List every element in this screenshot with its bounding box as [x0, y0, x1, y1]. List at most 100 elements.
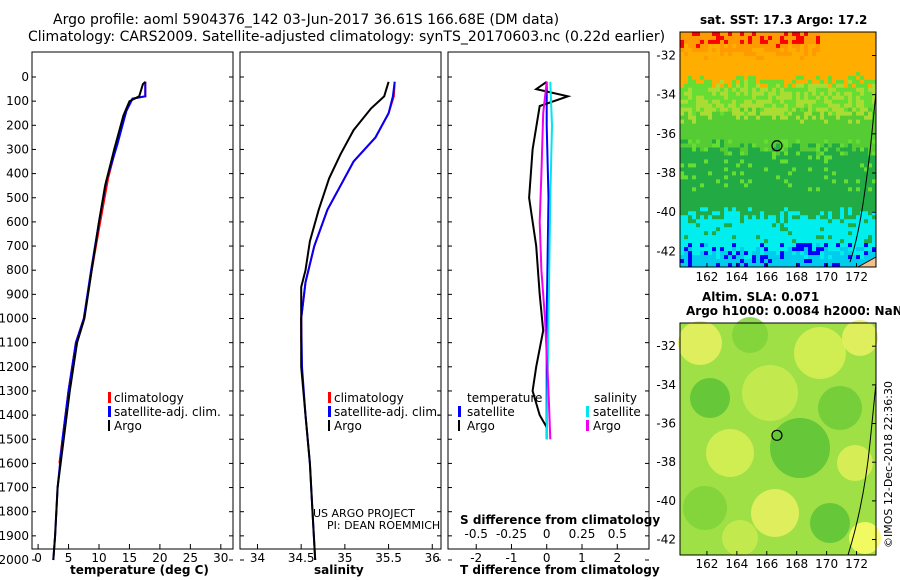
series-satellite-adj-clim- — [300, 81, 396, 561]
sst-cell — [756, 55, 761, 61]
sst-cell — [764, 32, 769, 37]
sst-cell — [692, 115, 697, 121]
sst-cell — [792, 163, 797, 168]
sst-cell — [844, 191, 849, 196]
sst-cell — [800, 131, 805, 137]
x-tick-label: 34.5 — [288, 551, 315, 565]
sst-cell — [824, 155, 829, 160]
sst-cell — [824, 215, 829, 220]
sst-cell — [792, 195, 797, 200]
sst-cell — [680, 159, 685, 164]
sst-cell — [720, 119, 725, 125]
sst-cell — [836, 87, 841, 93]
sst-cell — [704, 131, 709, 137]
sst-cell — [860, 255, 865, 260]
sst-cell — [716, 223, 721, 228]
sst-cell — [828, 251, 833, 256]
sst-cell — [720, 39, 725, 45]
sst-cell — [832, 99, 837, 105]
sst-cell — [776, 139, 781, 145]
sst-cell — [760, 263, 765, 268]
sst-cell — [776, 75, 781, 81]
sst-cell — [748, 43, 753, 49]
sst-cell — [776, 235, 781, 240]
sst-cell — [712, 235, 717, 240]
sst-cell — [744, 107, 749, 113]
sst-cell — [800, 231, 805, 236]
sst-cell — [796, 167, 801, 172]
sst-cell — [744, 87, 749, 93]
sst-cell — [868, 39, 873, 45]
sst-cell — [820, 135, 825, 141]
sst-cell — [752, 71, 757, 77]
sst-cell — [772, 43, 777, 49]
sst-cell — [848, 139, 853, 145]
sst-cell — [748, 167, 753, 172]
sst-cell — [708, 131, 713, 137]
sst-cell — [836, 95, 841, 101]
sst-cell — [712, 119, 717, 125]
sst-cell — [772, 223, 777, 228]
sst-cell — [828, 179, 833, 184]
sst-cell — [868, 223, 873, 228]
sst-cell — [872, 139, 877, 145]
sst-cell — [756, 71, 761, 77]
sst-cell — [784, 139, 789, 145]
temperature-legend: climatology satellite-adj. clim. Argo — [108, 391, 221, 433]
sst-cell — [784, 195, 789, 200]
sst-cell — [848, 103, 853, 109]
sst-cell — [812, 55, 817, 61]
sst-cell — [828, 243, 833, 248]
sst-cell — [844, 255, 849, 260]
sst-cell — [732, 219, 737, 224]
sst-cell — [832, 43, 837, 49]
sst-cell — [688, 87, 693, 93]
sst-cell — [788, 43, 793, 49]
sst-cell — [744, 171, 749, 176]
sst-cell — [844, 47, 849, 53]
sst-cell — [776, 131, 781, 137]
y-tick-label: 700 — [6, 239, 29, 253]
sst-cell — [852, 107, 857, 113]
sst-cell — [792, 183, 797, 188]
y-tick-label: -38 — [656, 166, 676, 180]
sst-cell — [836, 115, 841, 121]
sst-cell — [820, 159, 825, 164]
sst-cell — [816, 187, 821, 192]
sst-cell — [732, 91, 737, 97]
sst-cell — [680, 135, 685, 141]
sst-cell — [808, 47, 813, 53]
sst-cell — [756, 183, 761, 188]
sst-cell — [804, 79, 809, 85]
sst-cell — [872, 55, 877, 61]
sst-cell — [804, 195, 809, 200]
sst-cell — [856, 187, 861, 192]
sst-cell — [724, 151, 729, 156]
sst-cell — [700, 111, 705, 117]
sst-cell — [816, 119, 821, 125]
sst-cell — [864, 167, 869, 172]
sst-cell — [680, 259, 685, 264]
sst-cell — [720, 143, 725, 149]
sst-cell — [736, 219, 741, 224]
sst-cell — [836, 175, 841, 180]
sst-cell — [708, 119, 713, 125]
sst-cell — [748, 199, 753, 204]
sst-cell — [692, 163, 697, 168]
sst-cell — [728, 239, 733, 244]
sst-cell — [748, 87, 753, 93]
sst-cell — [860, 227, 865, 232]
sst-cell — [808, 39, 813, 45]
sst-cell — [836, 127, 841, 133]
sst-cell — [712, 191, 717, 196]
sst-cell — [816, 195, 821, 200]
sst-cell — [764, 159, 769, 164]
sst-cell — [848, 127, 853, 133]
sst-cell — [760, 183, 765, 188]
sst-cell — [736, 211, 741, 216]
sst-cell — [764, 127, 769, 133]
sst-cell — [680, 103, 685, 109]
sst-cell — [704, 255, 709, 260]
sst-cell — [680, 43, 685, 49]
